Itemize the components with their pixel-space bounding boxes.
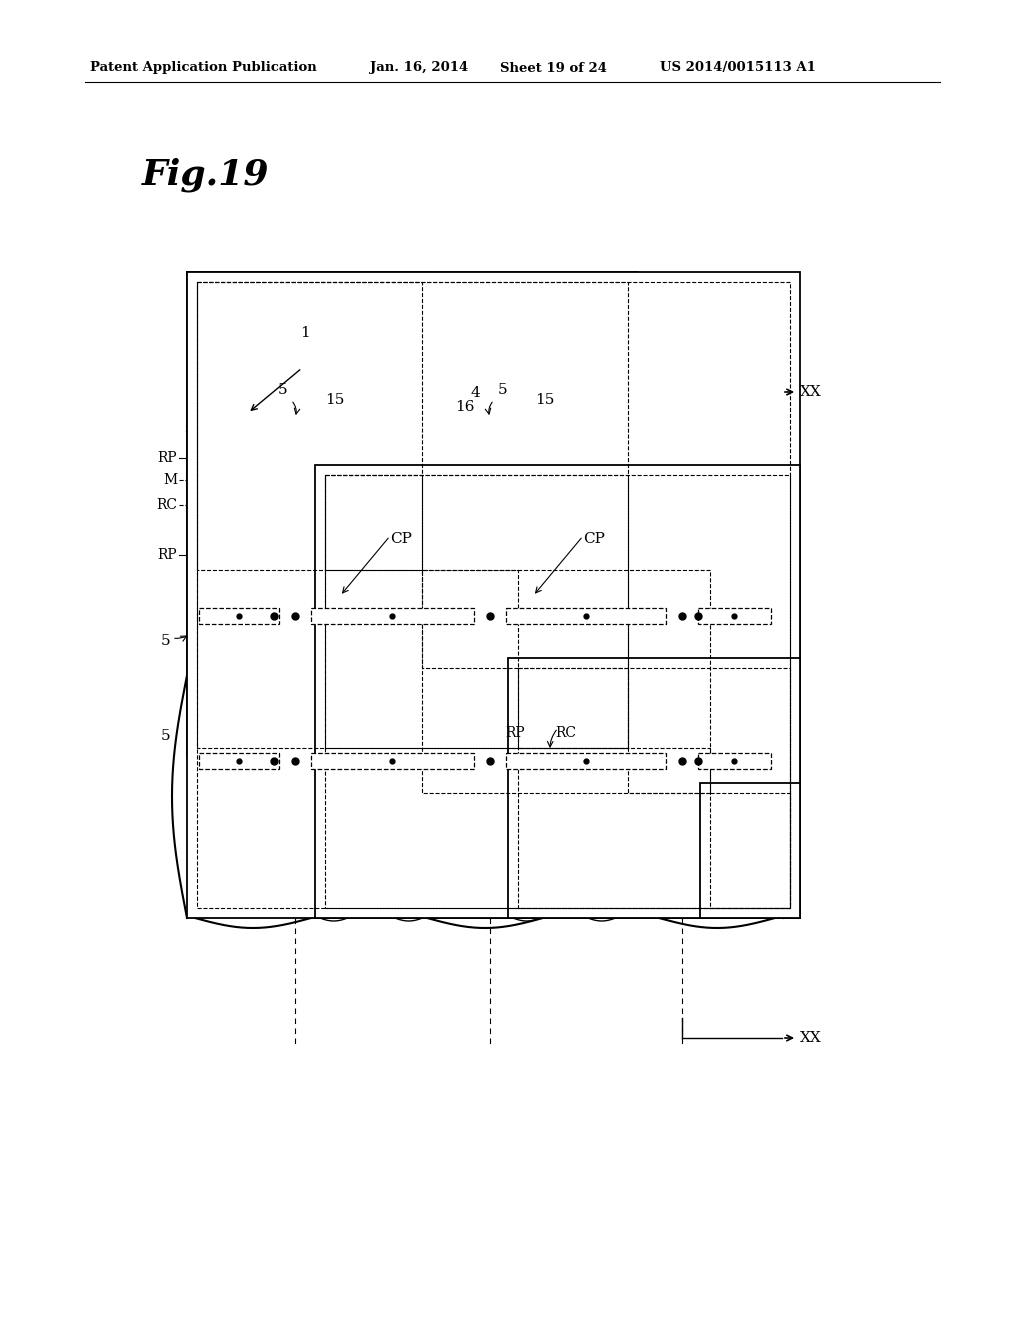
Bar	[518, 668, 790, 908]
Text: RC: RC	[156, 498, 177, 512]
Text: Jan. 16, 2014: Jan. 16, 2014	[370, 62, 468, 74]
Bar	[508, 657, 800, 917]
Bar	[197, 282, 628, 748]
Text: 1: 1	[300, 326, 309, 341]
Text: Sheet 19 of 24: Sheet 19 of 24	[500, 62, 607, 74]
Text: US 2014/0015113 A1: US 2014/0015113 A1	[660, 62, 816, 74]
Bar	[508, 657, 638, 758]
Bar	[432, 579, 700, 783]
Bar	[422, 570, 710, 793]
Text: Fig.19: Fig.19	[142, 158, 269, 193]
Bar	[315, 465, 432, 579]
Text: 15: 15	[326, 393, 345, 407]
Text: M: M	[163, 473, 177, 487]
Bar	[187, 272, 800, 917]
Bar	[628, 748, 710, 793]
Bar	[197, 282, 422, 570]
Bar	[311, 752, 474, 770]
Bar	[432, 579, 508, 657]
Text: CP: CP	[390, 532, 412, 546]
Bar	[187, 272, 638, 758]
Text: XX: XX	[800, 1031, 821, 1045]
Text: Patent Application Publication: Patent Application Publication	[90, 62, 316, 74]
Text: 5: 5	[161, 634, 170, 648]
Bar	[199, 609, 279, 624]
Text: 5: 5	[278, 383, 287, 397]
Bar	[506, 609, 666, 624]
Text: RP: RP	[158, 451, 177, 465]
Text: 15: 15	[536, 393, 555, 407]
Text: RP: RP	[505, 726, 524, 741]
Text: 5: 5	[498, 383, 508, 397]
Bar	[700, 783, 800, 917]
Text: 4: 4	[470, 385, 480, 400]
Bar	[315, 465, 638, 758]
Bar	[638, 758, 700, 783]
Bar	[325, 475, 790, 908]
Bar	[698, 752, 771, 770]
Bar	[325, 475, 422, 570]
Bar	[315, 465, 800, 917]
Bar	[199, 752, 279, 770]
Bar	[518, 668, 628, 748]
Bar	[710, 793, 790, 908]
Bar	[325, 475, 628, 748]
Text: CP: CP	[583, 532, 605, 546]
Bar	[698, 609, 771, 624]
Bar	[506, 752, 666, 770]
Text: RP: RP	[158, 548, 177, 562]
Text: RC: RC	[555, 726, 575, 741]
Text: XX: XX	[800, 385, 821, 399]
Text: 5: 5	[161, 729, 170, 743]
Bar	[422, 570, 518, 668]
Bar	[187, 272, 432, 579]
Bar	[311, 609, 474, 624]
Bar	[197, 282, 790, 908]
Text: 16: 16	[456, 400, 475, 414]
